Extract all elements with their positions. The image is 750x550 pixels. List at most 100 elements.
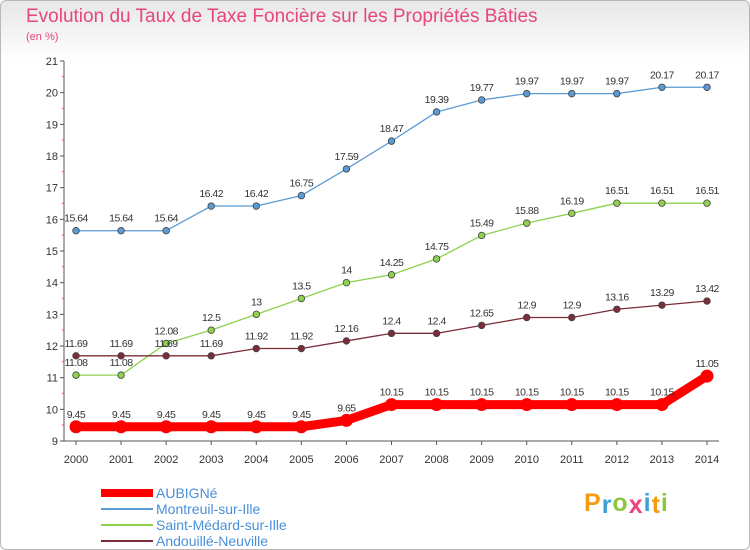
data-point	[523, 313, 531, 322]
data-point	[114, 420, 128, 434]
data-label: 10.15	[605, 387, 629, 399]
x-tick-label: 2009	[469, 454, 493, 466]
y-tick-label: 13	[46, 309, 58, 321]
data-point	[342, 165, 351, 173]
data-point	[432, 255, 441, 263]
data-point	[204, 420, 218, 434]
data-point	[387, 137, 396, 145]
data-point	[655, 398, 669, 412]
data-label: 11.08	[65, 357, 89, 369]
legend-swatch	[101, 508, 153, 510]
data-label: 17.59	[335, 151, 359, 163]
data-label: 9.45	[157, 409, 176, 421]
data-label: 9.45	[67, 409, 86, 421]
data-label: 19.39	[425, 94, 449, 106]
data-label: 10.15	[470, 387, 494, 399]
legend-label: Saint-Médard-sur-Ille	[156, 517, 287, 533]
data-point	[700, 369, 714, 383]
data-point	[523, 219, 531, 227]
data-point	[703, 83, 711, 91]
legend-label: AUBIGNé	[156, 485, 218, 501]
x-tick-label: 2013	[650, 454, 674, 466]
y-tick-label: 15	[46, 246, 58, 258]
y-tick-label: 11	[47, 373, 58, 385]
data-point	[207, 202, 215, 210]
data-label: 12.9	[517, 300, 536, 312]
data-point	[432, 329, 441, 338]
data-point	[565, 398, 579, 412]
data-point	[162, 227, 170, 235]
x-tick-label: 2004	[244, 454, 268, 466]
data-label: 10.15	[380, 387, 404, 399]
data-label: 9.45	[292, 409, 311, 421]
data-point	[72, 371, 80, 379]
logo-letter: i	[660, 489, 669, 517]
y-tick-label: 19	[46, 119, 58, 131]
data-label: 12.4	[382, 315, 401, 327]
data-point	[72, 227, 80, 235]
x-tick-label: 2008	[424, 454, 448, 466]
x-tick-label: 2012	[605, 454, 629, 466]
data-label: 11.69	[155, 338, 179, 350]
data-label: 19.77	[470, 82, 494, 94]
y-tick-label: 14	[46, 278, 58, 290]
y-tick-label: 16	[46, 214, 58, 226]
data-point	[703, 199, 711, 207]
data-point	[207, 352, 215, 360]
x-tick-label: 2006	[334, 454, 358, 466]
data-label: 20.17	[650, 69, 674, 81]
data-point	[252, 202, 260, 210]
data-point	[385, 398, 398, 412]
x-tick-label: 2011	[560, 454, 584, 466]
legend-swatch	[101, 489, 153, 497]
data-label: 13	[251, 296, 262, 308]
data-label: 10.15	[425, 387, 449, 399]
data-label: 16.75	[289, 178, 313, 190]
proxiti-logo: Proxiti	[584, 489, 669, 519]
x-tick-label: 2014	[695, 454, 719, 466]
data-point	[117, 227, 125, 235]
data-label: 15.88	[515, 205, 539, 217]
data-label: 14.75	[425, 241, 449, 253]
data-label: 11.92	[290, 331, 314, 343]
data-label: 16.42	[199, 188, 223, 200]
data-label: 12.16	[335, 323, 359, 335]
data-label: 16.51	[605, 185, 629, 197]
x-tick-label: 2007	[379, 454, 403, 466]
chart-unit-label: (en %)	[26, 31, 59, 43]
data-point	[475, 398, 489, 412]
data-point	[613, 199, 621, 207]
data-label: 16.19	[560, 195, 584, 207]
data-label: 18.47	[380, 123, 404, 135]
legend-label: Andouillé-Neuville	[156, 533, 269, 549]
data-point	[294, 420, 308, 434]
data-point	[610, 398, 624, 412]
logo-letter: o	[612, 489, 629, 517]
x-tick-label: 2005	[289, 454, 313, 466]
data-point	[703, 297, 711, 305]
data-point	[568, 209, 576, 218]
data-label: 15.49	[470, 217, 494, 229]
data-label: 20.17	[695, 69, 719, 81]
data-label: 12.5	[202, 312, 221, 324]
data-label: 11.69	[200, 338, 224, 350]
y-tick-label: 9	[52, 436, 58, 448]
x-tick-label: 2001	[109, 454, 133, 466]
data-point	[432, 108, 441, 116]
data-label: 13.5	[292, 281, 311, 293]
data-label: 15.64	[154, 213, 178, 225]
data-point	[159, 420, 173, 434]
data-label: 11.92	[245, 331, 269, 343]
x-tick-label: 2003	[199, 454, 223, 466]
data-point	[117, 371, 125, 379]
data-label: 10.15	[560, 387, 584, 399]
data-label: 12.9	[563, 300, 582, 312]
data-label: 13.16	[605, 291, 629, 303]
data-point	[568, 313, 576, 322]
data-point	[568, 89, 576, 98]
data-point	[430, 398, 444, 412]
data-label: 16.42	[244, 188, 268, 200]
data-point	[523, 89, 531, 98]
data-point	[387, 271, 396, 279]
